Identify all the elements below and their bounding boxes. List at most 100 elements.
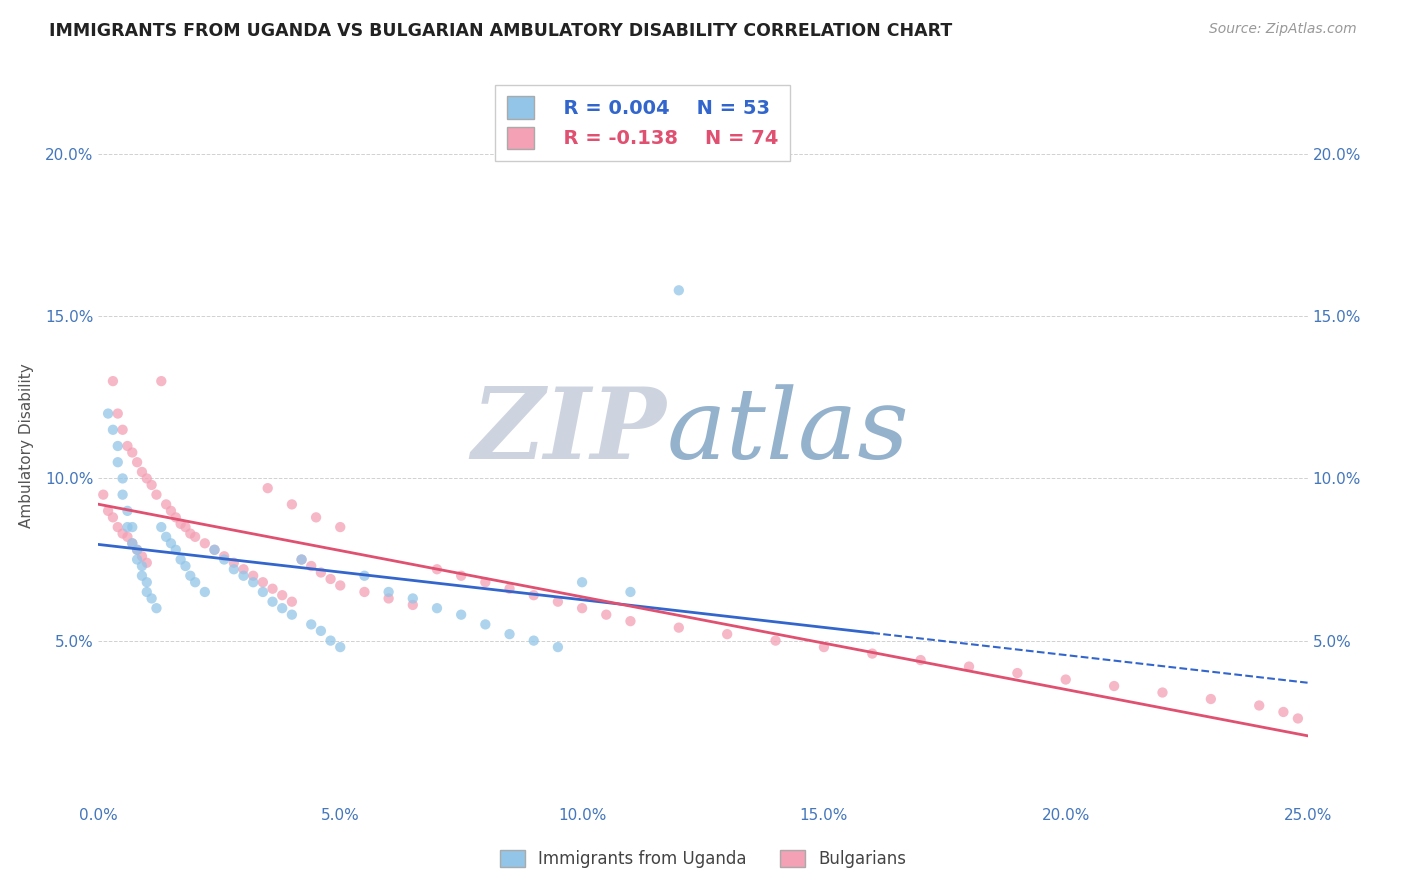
Point	[212, 552, 235, 566]
Point	[121, 536, 143, 550]
Point	[127, 455, 149, 469]
Point	[910, 653, 932, 667]
Point	[262, 595, 284, 609]
Point	[121, 520, 143, 534]
Point	[107, 439, 129, 453]
Point	[111, 471, 134, 485]
Text: atlas: atlas	[666, 384, 910, 479]
Point	[252, 575, 274, 590]
Text: Source: ZipAtlas.com: Source: ZipAtlas.com	[1209, 22, 1357, 37]
Point	[127, 552, 149, 566]
Point	[135, 575, 157, 590]
Point	[204, 542, 226, 557]
Point	[290, 552, 312, 566]
Point	[571, 601, 593, 615]
Point	[131, 465, 153, 479]
Point	[299, 617, 322, 632]
Point	[860, 647, 883, 661]
Y-axis label: Ambulatory Disability: Ambulatory Disability	[20, 364, 34, 528]
Point	[97, 504, 120, 518]
Point	[174, 520, 197, 534]
Point	[271, 588, 294, 602]
Point	[474, 617, 496, 632]
Point	[194, 536, 217, 550]
Point	[450, 568, 472, 582]
Point	[117, 520, 139, 534]
Point	[1272, 705, 1295, 719]
Point	[309, 566, 332, 580]
Point	[232, 562, 254, 576]
Point	[155, 497, 177, 511]
Point	[91, 488, 114, 502]
Point	[169, 552, 191, 566]
Point	[174, 559, 197, 574]
Point	[135, 585, 157, 599]
Point	[319, 633, 342, 648]
Point	[281, 497, 304, 511]
Point	[1007, 666, 1029, 681]
Point	[716, 627, 738, 641]
Point	[111, 488, 134, 502]
Point	[121, 445, 143, 459]
Point	[101, 510, 124, 524]
Point	[141, 591, 163, 606]
Point	[595, 607, 617, 622]
Point	[813, 640, 835, 654]
Point	[212, 549, 235, 564]
Point	[281, 607, 304, 622]
Point	[498, 582, 520, 596]
Point	[242, 568, 264, 582]
Point	[1152, 685, 1174, 699]
Point	[150, 374, 173, 388]
Point	[957, 659, 980, 673]
Point	[165, 542, 187, 557]
Point	[222, 556, 245, 570]
Point	[271, 601, 294, 615]
Point	[474, 575, 496, 590]
Point	[668, 621, 690, 635]
Point	[242, 575, 264, 590]
Point	[1286, 711, 1309, 725]
Point	[184, 530, 207, 544]
Point	[150, 520, 173, 534]
Point	[1199, 692, 1222, 706]
Point	[97, 407, 120, 421]
Point	[402, 598, 425, 612]
Point	[101, 423, 124, 437]
Point	[160, 536, 183, 550]
Point	[117, 504, 139, 518]
Point	[169, 516, 191, 531]
Point	[160, 504, 183, 518]
Point	[222, 562, 245, 576]
Point	[1249, 698, 1271, 713]
Point	[377, 585, 399, 599]
Point	[329, 520, 352, 534]
Text: IMMIGRANTS FROM UGANDA VS BULGARIAN AMBULATORY DISABILITY CORRELATION CHART: IMMIGRANTS FROM UGANDA VS BULGARIAN AMBU…	[49, 22, 952, 40]
Point	[165, 510, 187, 524]
Point	[101, 374, 124, 388]
Point	[377, 591, 399, 606]
Point	[426, 562, 449, 576]
Point	[1102, 679, 1125, 693]
Point	[127, 542, 149, 557]
Point	[668, 283, 690, 297]
Point	[281, 595, 304, 609]
Point	[619, 585, 641, 599]
Point	[571, 575, 593, 590]
Point	[131, 549, 153, 564]
Point	[131, 568, 153, 582]
Point	[141, 478, 163, 492]
Text: ZIP: ZIP	[472, 384, 666, 480]
Point	[135, 471, 157, 485]
Point	[127, 542, 149, 557]
Legend:   R = 0.004    N = 53,   R = -0.138    N = 74: R = 0.004 N = 53, R = -0.138 N = 74	[495, 85, 790, 161]
Point	[111, 423, 134, 437]
Point	[290, 552, 312, 566]
Point	[450, 607, 472, 622]
Point	[179, 568, 201, 582]
Point	[262, 582, 284, 596]
Point	[619, 614, 641, 628]
Point	[547, 595, 569, 609]
Point	[523, 588, 546, 602]
Point	[145, 601, 167, 615]
